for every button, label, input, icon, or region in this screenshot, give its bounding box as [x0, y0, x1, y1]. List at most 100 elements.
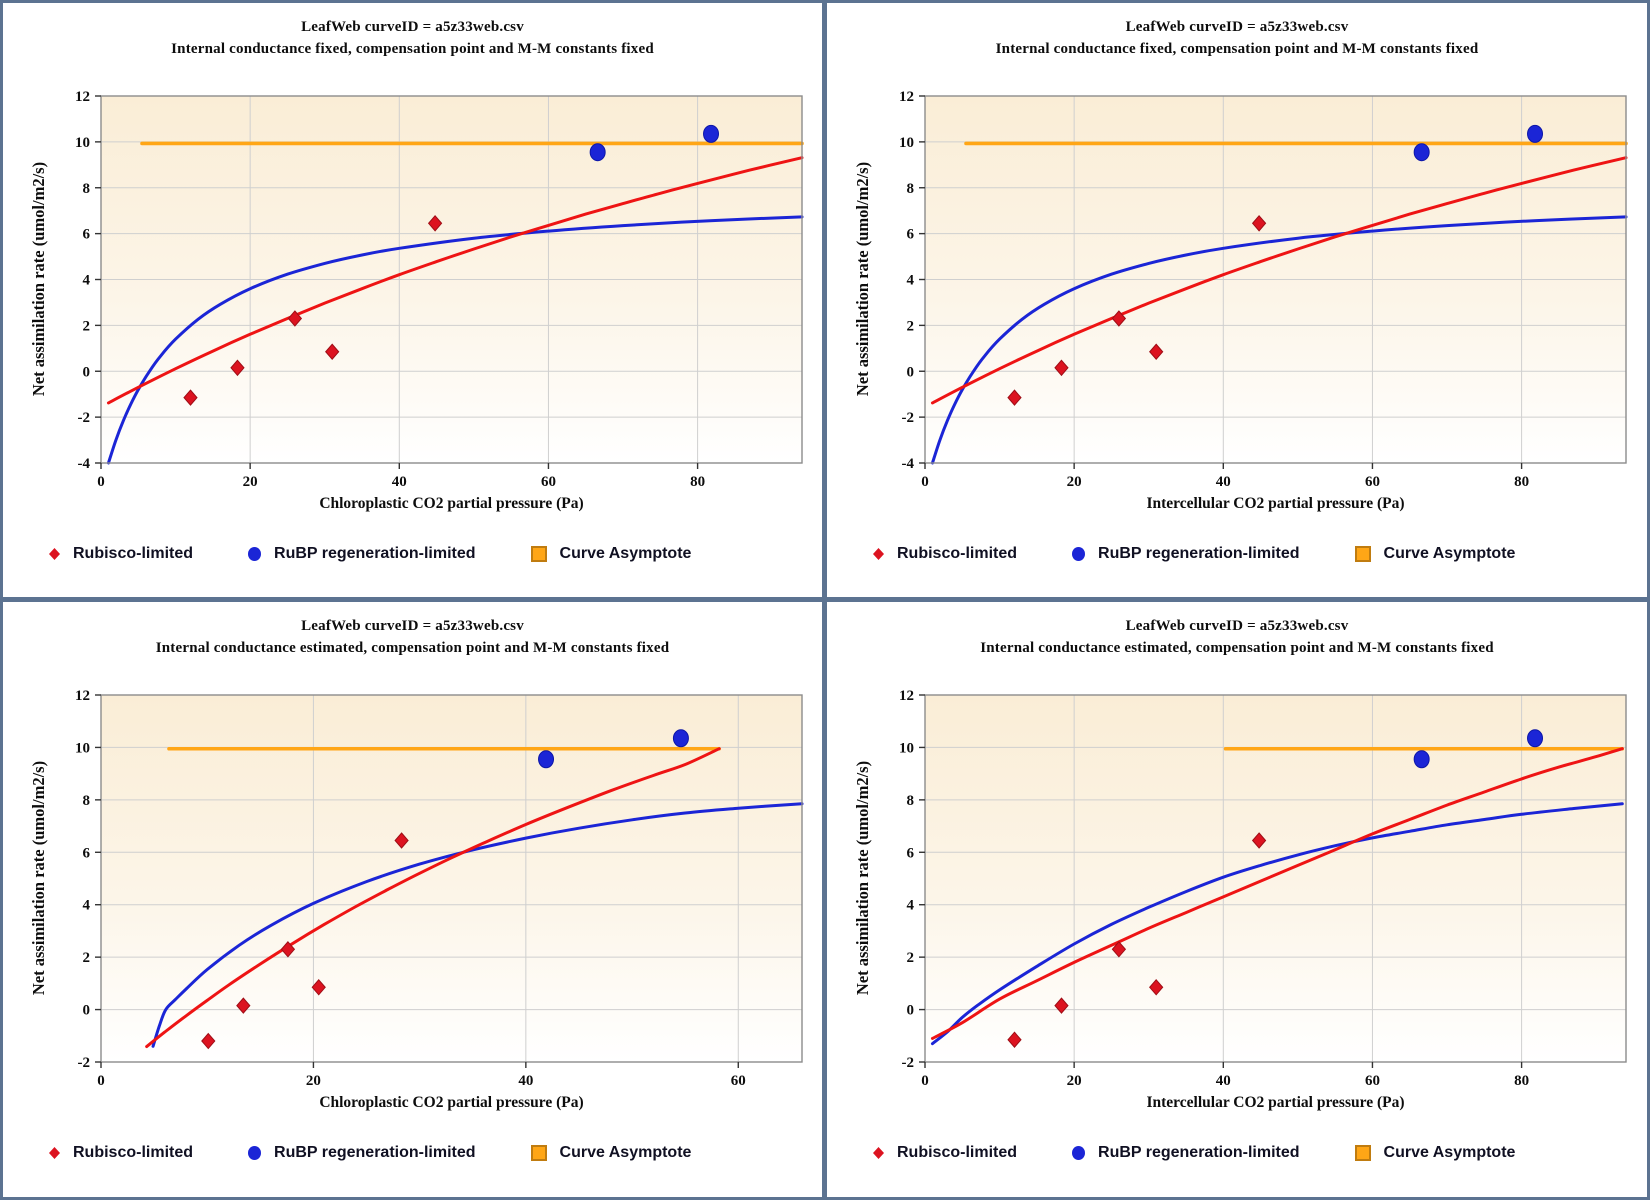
y-axis-title: Net assimilation rate (umol/m2/s)	[29, 760, 48, 996]
legend-label: Curve Asymptote	[559, 1144, 692, 1161]
svg-text:-2: -2	[902, 1055, 915, 1071]
legend-item-rubisco: Rubisco-limited	[49, 1144, 193, 1162]
diamond-marker-icon	[49, 1147, 60, 1159]
diamond-marker-icon	[49, 548, 60, 560]
chart-subtitle: Internal conductance fixed, compensation…	[171, 41, 654, 57]
svg-text:4: 4	[907, 273, 915, 289]
panel-top-left: 0 20 40 60 80 -4 -2 0 2 4 6 8 10 12 LeafWeb curveID =…	[3, 3, 822, 597]
svg-text:0: 0	[83, 364, 91, 380]
svg-text:-2: -2	[902, 410, 915, 426]
svg-text:-2: -2	[78, 1055, 91, 1071]
legend-item-rubp: RuBP regeneration-limited	[1072, 545, 1300, 563]
legend-item-rubp: RuBP regeneration-limited	[1072, 1144, 1300, 1162]
x-axis-title: Intercellular CO2 partial pressure (Pa)	[1146, 1094, 1405, 1111]
circle-marker-icon	[1072, 1146, 1086, 1160]
svg-text:6: 6	[83, 845, 91, 861]
legend-label: Curve Asymptote	[1383, 1144, 1516, 1161]
svg-text:12: 12	[899, 89, 914, 105]
svg-text:8: 8	[83, 181, 91, 197]
svg-text:10: 10	[75, 135, 90, 151]
legend-item-asymptote: Curve Asymptote	[530, 1144, 692, 1162]
svg-text:10: 10	[899, 740, 914, 756]
svg-text:8: 8	[907, 181, 915, 197]
svg-text:0: 0	[83, 1003, 91, 1019]
chart-title: LeafWeb curveID = a5z33web.csv	[1125, 618, 1349, 634]
svg-text:20: 20	[243, 474, 258, 490]
chart-title: LeafWeb curveID = a5z33web.csv	[1125, 19, 1349, 35]
legend-item-rubisco: Rubisco-limited	[873, 1144, 1017, 1162]
legend-label: Rubisco-limited	[897, 1144, 1018, 1161]
circle-marker-icon	[248, 1146, 262, 1160]
diamond-marker-icon	[873, 1147, 884, 1159]
svg-text:0: 0	[97, 474, 105, 490]
square-marker-icon	[530, 1145, 547, 1161]
svg-text:4: 4	[83, 898, 91, 914]
svg-text:0: 0	[907, 1003, 915, 1019]
panel-bottom-left: 0 20 40 60 -2 0 2 4 6 8 10 12 LeafWeb curveID = a5z…	[3, 602, 822, 1197]
legend-item-rubisco: Rubisco-limited	[49, 545, 193, 563]
legend-label: RuBP regeneration-limited	[274, 545, 476, 562]
chart-title: LeafWeb curveID = a5z33web.csv	[301, 618, 524, 634]
svg-text:2: 2	[907, 950, 915, 966]
svg-text:0: 0	[921, 474, 929, 490]
svg-text:40: 40	[518, 1073, 533, 1089]
legend-label: Curve Asymptote	[559, 545, 692, 562]
svg-text:0: 0	[921, 1073, 929, 1089]
legend: Rubisco-limited RuBP regeneration-limite…	[49, 1144, 691, 1162]
chart-subtitle: Internal conductance fixed, compensation…	[995, 41, 1479, 57]
legend: Rubisco-limited RuBP regeneration-limite…	[873, 545, 1515, 563]
legend-item-rubp: RuBP regeneration-limited	[248, 1144, 476, 1162]
svg-text:8: 8	[907, 793, 915, 809]
svg-text:-4: -4	[902, 456, 915, 472]
chart-subtitle: Internal conductance estimated, compensa…	[980, 640, 1494, 656]
circle-marker-icon	[248, 547, 262, 561]
legend-label: RuBP regeneration-limited	[274, 1144, 476, 1161]
svg-text:80: 80	[1514, 474, 1529, 490]
chart-subtitle: Internal conductance estimated, compensa…	[155, 640, 670, 656]
legend-label: RuBP regeneration-limited	[1098, 1144, 1300, 1161]
x-axis-title: Chloroplastic CO2 partial pressure (Pa)	[319, 1094, 584, 1111]
svg-text:12: 12	[75, 688, 90, 704]
square-marker-icon	[1354, 546, 1371, 562]
panel-top-right: 0 20 40 60 80 -4 -2 0 2 4 6 8 10 12 LeafWeb curveID =…	[827, 3, 1647, 597]
chart-title: LeafWeb curveID = a5z33web.csv	[301, 19, 524, 35]
plot-area-top-right: 0 20 40 60 80 -4 -2 0 2 4 6 8 10 12	[899, 89, 1628, 490]
svg-text:80: 80	[1514, 1073, 1529, 1089]
diamond-marker-icon	[873, 548, 884, 560]
svg-text:12: 12	[899, 688, 914, 704]
svg-text:6: 6	[83, 227, 91, 243]
svg-text:0: 0	[97, 1073, 105, 1089]
svg-text:4: 4	[907, 898, 915, 914]
svg-text:40: 40	[392, 474, 407, 490]
svg-text:6: 6	[907, 227, 915, 243]
plot-area-bottom-left: 0 20 40 60 -2 0 2 4 6 8 10 12	[75, 688, 804, 1089]
legend: Rubisco-limited RuBP regeneration-limite…	[873, 1144, 1515, 1162]
svg-text:40: 40	[1216, 474, 1231, 490]
svg-text:20: 20	[1067, 474, 1082, 490]
legend-label: Rubisco-limited	[897, 545, 1018, 562]
y-axis-title: Net assimilation rate (umol/m2/s)	[853, 760, 872, 996]
svg-text:80: 80	[690, 474, 705, 490]
circle-marker-icon	[1072, 547, 1086, 561]
svg-text:20: 20	[306, 1073, 321, 1089]
svg-text:2: 2	[907, 318, 915, 334]
svg-text:8: 8	[83, 793, 91, 809]
x-axis-title: Chloroplastic CO2 partial pressure (Pa)	[319, 495, 584, 512]
legend-item-asymptote: Curve Asymptote	[1354, 1144, 1516, 1162]
legend-label: RuBP regeneration-limited	[1098, 545, 1300, 562]
svg-text:10: 10	[75, 740, 90, 756]
svg-text:60: 60	[1365, 474, 1380, 490]
square-marker-icon	[1354, 1145, 1371, 1161]
plot-area-top-left: 0 20 40 60 80 -4 -2 0 2 4 6 8 10 12	[75, 89, 804, 490]
legend-label: Rubisco-limited	[73, 545, 194, 562]
svg-text:10: 10	[899, 135, 914, 151]
svg-text:4: 4	[83, 273, 91, 289]
svg-text:60: 60	[1365, 1073, 1380, 1089]
legend-item-rubisco: Rubisco-limited	[873, 545, 1017, 563]
legend: Rubisco-limited RuBP regeneration-limite…	[49, 545, 691, 563]
svg-text:40: 40	[1216, 1073, 1231, 1089]
legend-item-asymptote: Curve Asymptote	[1354, 545, 1515, 563]
svg-text:6: 6	[907, 845, 915, 861]
svg-text:12: 12	[75, 89, 90, 105]
